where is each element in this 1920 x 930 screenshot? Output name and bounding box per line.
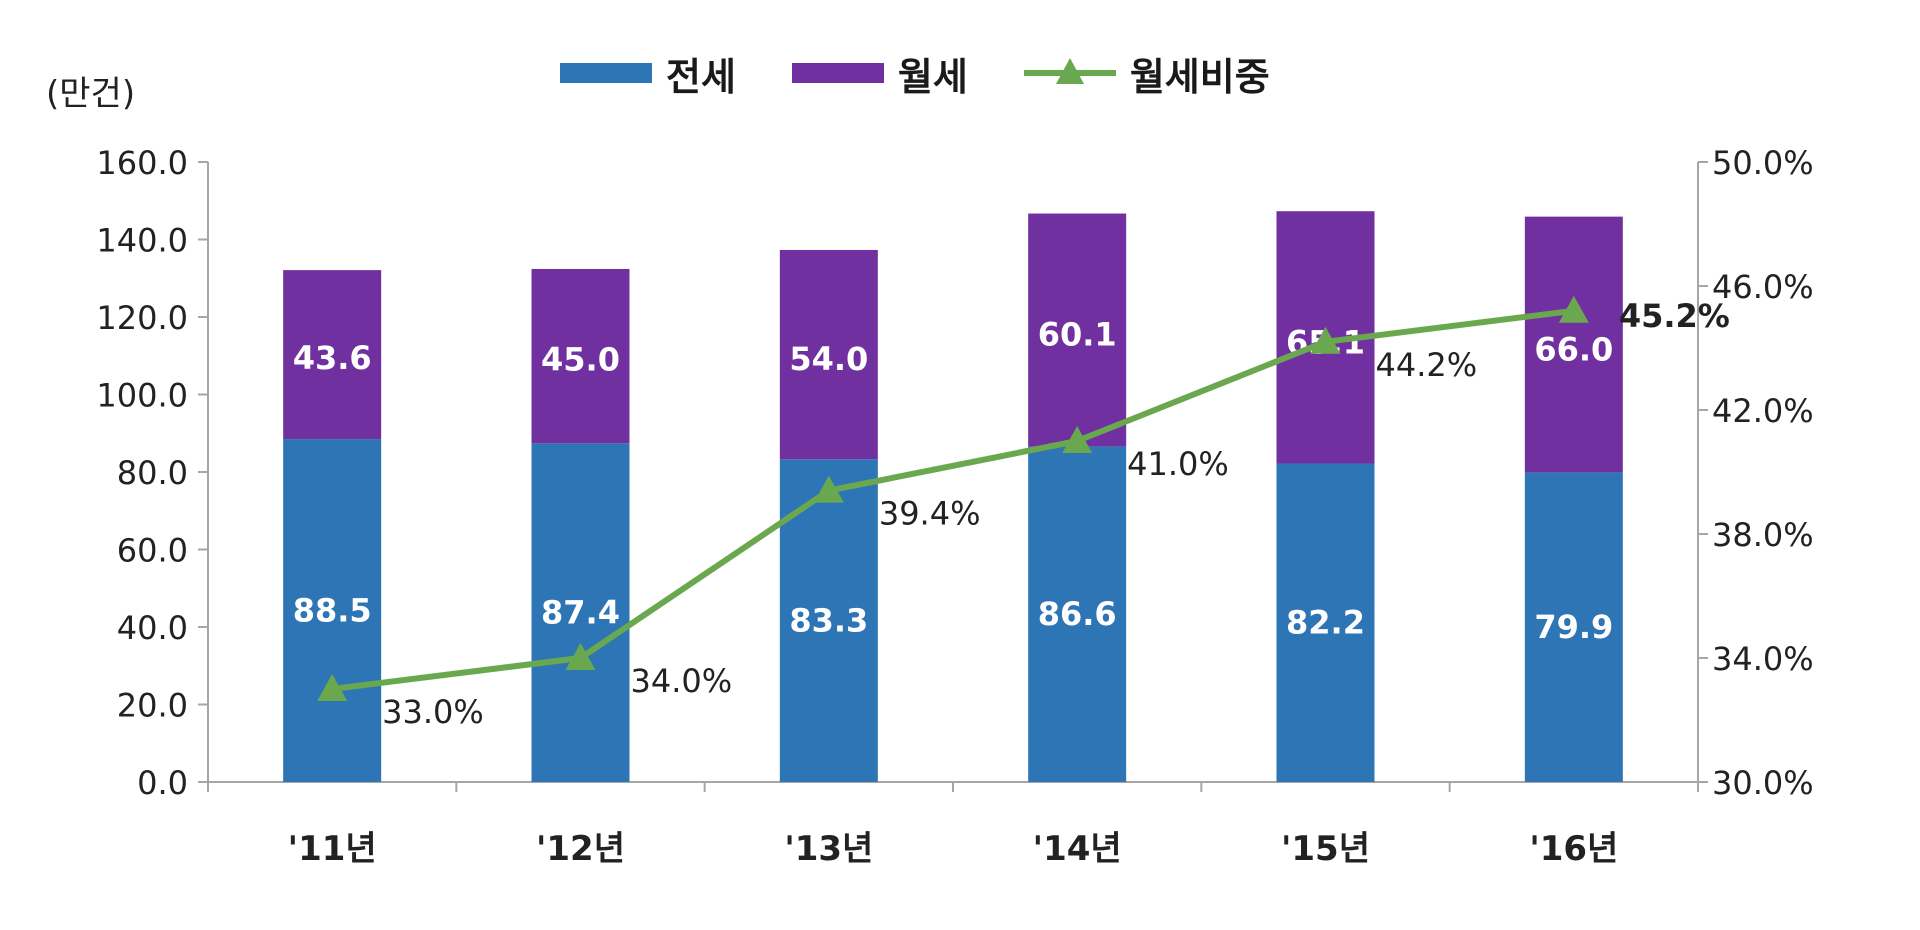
legend-item-jeonse: 전세 — [560, 46, 736, 101]
bar-label-wolse: 54.0 — [789, 340, 868, 378]
legend-label-wolse: 월세 — [897, 54, 968, 99]
line-label-wolse-ratio: 45.2% — [1619, 297, 1730, 335]
y-left-tick-label: 20.0 — [117, 687, 188, 725]
line-label-wolse-ratio: 44.2% — [1376, 346, 1478, 384]
y-left-tick-label: 40.0 — [117, 609, 188, 647]
bar-wolse — [1028, 213, 1127, 447]
bar-jeonse — [1028, 446, 1127, 782]
line-label-wolse-ratio: 41.0% — [1127, 445, 1229, 483]
y-left-tick-label: 80.0 — [117, 454, 188, 492]
line-label-wolse-ratio: 33.0% — [382, 693, 484, 731]
x-tick-label: '12년 — [536, 829, 625, 869]
legend-label-jeonse: 전세 — [666, 54, 736, 99]
bar-wolse — [779, 249, 878, 460]
x-tick-label: '13년 — [784, 829, 873, 869]
bar-wolse — [1524, 216, 1623, 473]
y-left-tick-label: 160.0 — [96, 144, 188, 182]
y-right-tick-label: 50.0% — [1712, 144, 1814, 182]
bar-jeonse — [283, 439, 382, 782]
y-right-tick-label: 42.0% — [1712, 392, 1814, 430]
y-right-tick-label: 34.0% — [1712, 640, 1814, 678]
y-axis-unit-label: (만건) — [46, 74, 136, 114]
bar-label-jeonse: 79.9 — [1534, 608, 1613, 646]
bar-wolse — [283, 270, 382, 440]
y-left-tick-label: 120.0 — [96, 299, 188, 337]
line-wolse-ratio — [331, 307, 1575, 692]
y-left-tick-label: 140.0 — [96, 222, 188, 260]
y-left-tick-label: 0.0 — [137, 764, 188, 802]
y-left-tick-label: 100.0 — [96, 377, 188, 415]
bar-wolse — [531, 268, 630, 444]
y-right-tick-label: 46.0% — [1712, 268, 1814, 306]
legend-swatch-wolse — [791, 63, 884, 83]
bar-label-jeonse: 88.5 — [293, 592, 372, 630]
line-label-wolse-ratio: 34.0% — [631, 662, 733, 700]
y-right-tick-label: 30.0% — [1712, 764, 1814, 802]
x-tick-label: '16년 — [1529, 829, 1618, 869]
bar-jeonse — [1276, 463, 1375, 782]
legend: 전세 월세 월세비중 — [560, 46, 1270, 101]
bar-label-jeonse: 86.6 — [1038, 595, 1117, 633]
y-right-tick-label: 38.0% — [1712, 516, 1814, 554]
legend-swatch-wolse-ratio — [1023, 58, 1116, 88]
bar-label-wolse: 66.0 — [1534, 331, 1613, 369]
bar-label-wolse: 43.6 — [293, 339, 372, 377]
x-tick-label: '15년 — [1281, 829, 1370, 869]
point-wolse-ratio — [317, 674, 348, 701]
point-wolse-ratio — [1062, 426, 1093, 453]
legend-swatch-jeonse — [560, 63, 652, 83]
y-left-tick-label: 60.0 — [117, 532, 188, 570]
line-label-wolse-ratio: 39.4% — [879, 495, 981, 533]
x-tick-label: '11년 — [288, 829, 377, 869]
point-wolse-ratio — [813, 475, 844, 503]
bar-label-jeonse: 83.3 — [789, 602, 868, 640]
legend-item-wolse: 월세 — [791, 46, 968, 101]
bar-jeonse — [1524, 472, 1623, 782]
point-wolse-ratio — [565, 643, 596, 670]
bar-label-wolse: 45.0 — [541, 341, 620, 379]
bar-jeonse — [531, 443, 630, 782]
point-wolse-ratio — [1310, 326, 1341, 354]
legend-label-wolse-ratio: 월세비중 — [1129, 54, 1270, 99]
point-wolse-ratio — [1558, 295, 1589, 323]
bar-label-jeonse: 82.2 — [1286, 604, 1365, 642]
x-tick-label: '14년 — [1033, 829, 1122, 869]
legend-item-wolse-ratio: 월세비중 — [1023, 46, 1270, 101]
bar-label-jeonse: 87.4 — [541, 594, 620, 632]
bar-label-wolse: 60.1 — [1038, 316, 1117, 354]
